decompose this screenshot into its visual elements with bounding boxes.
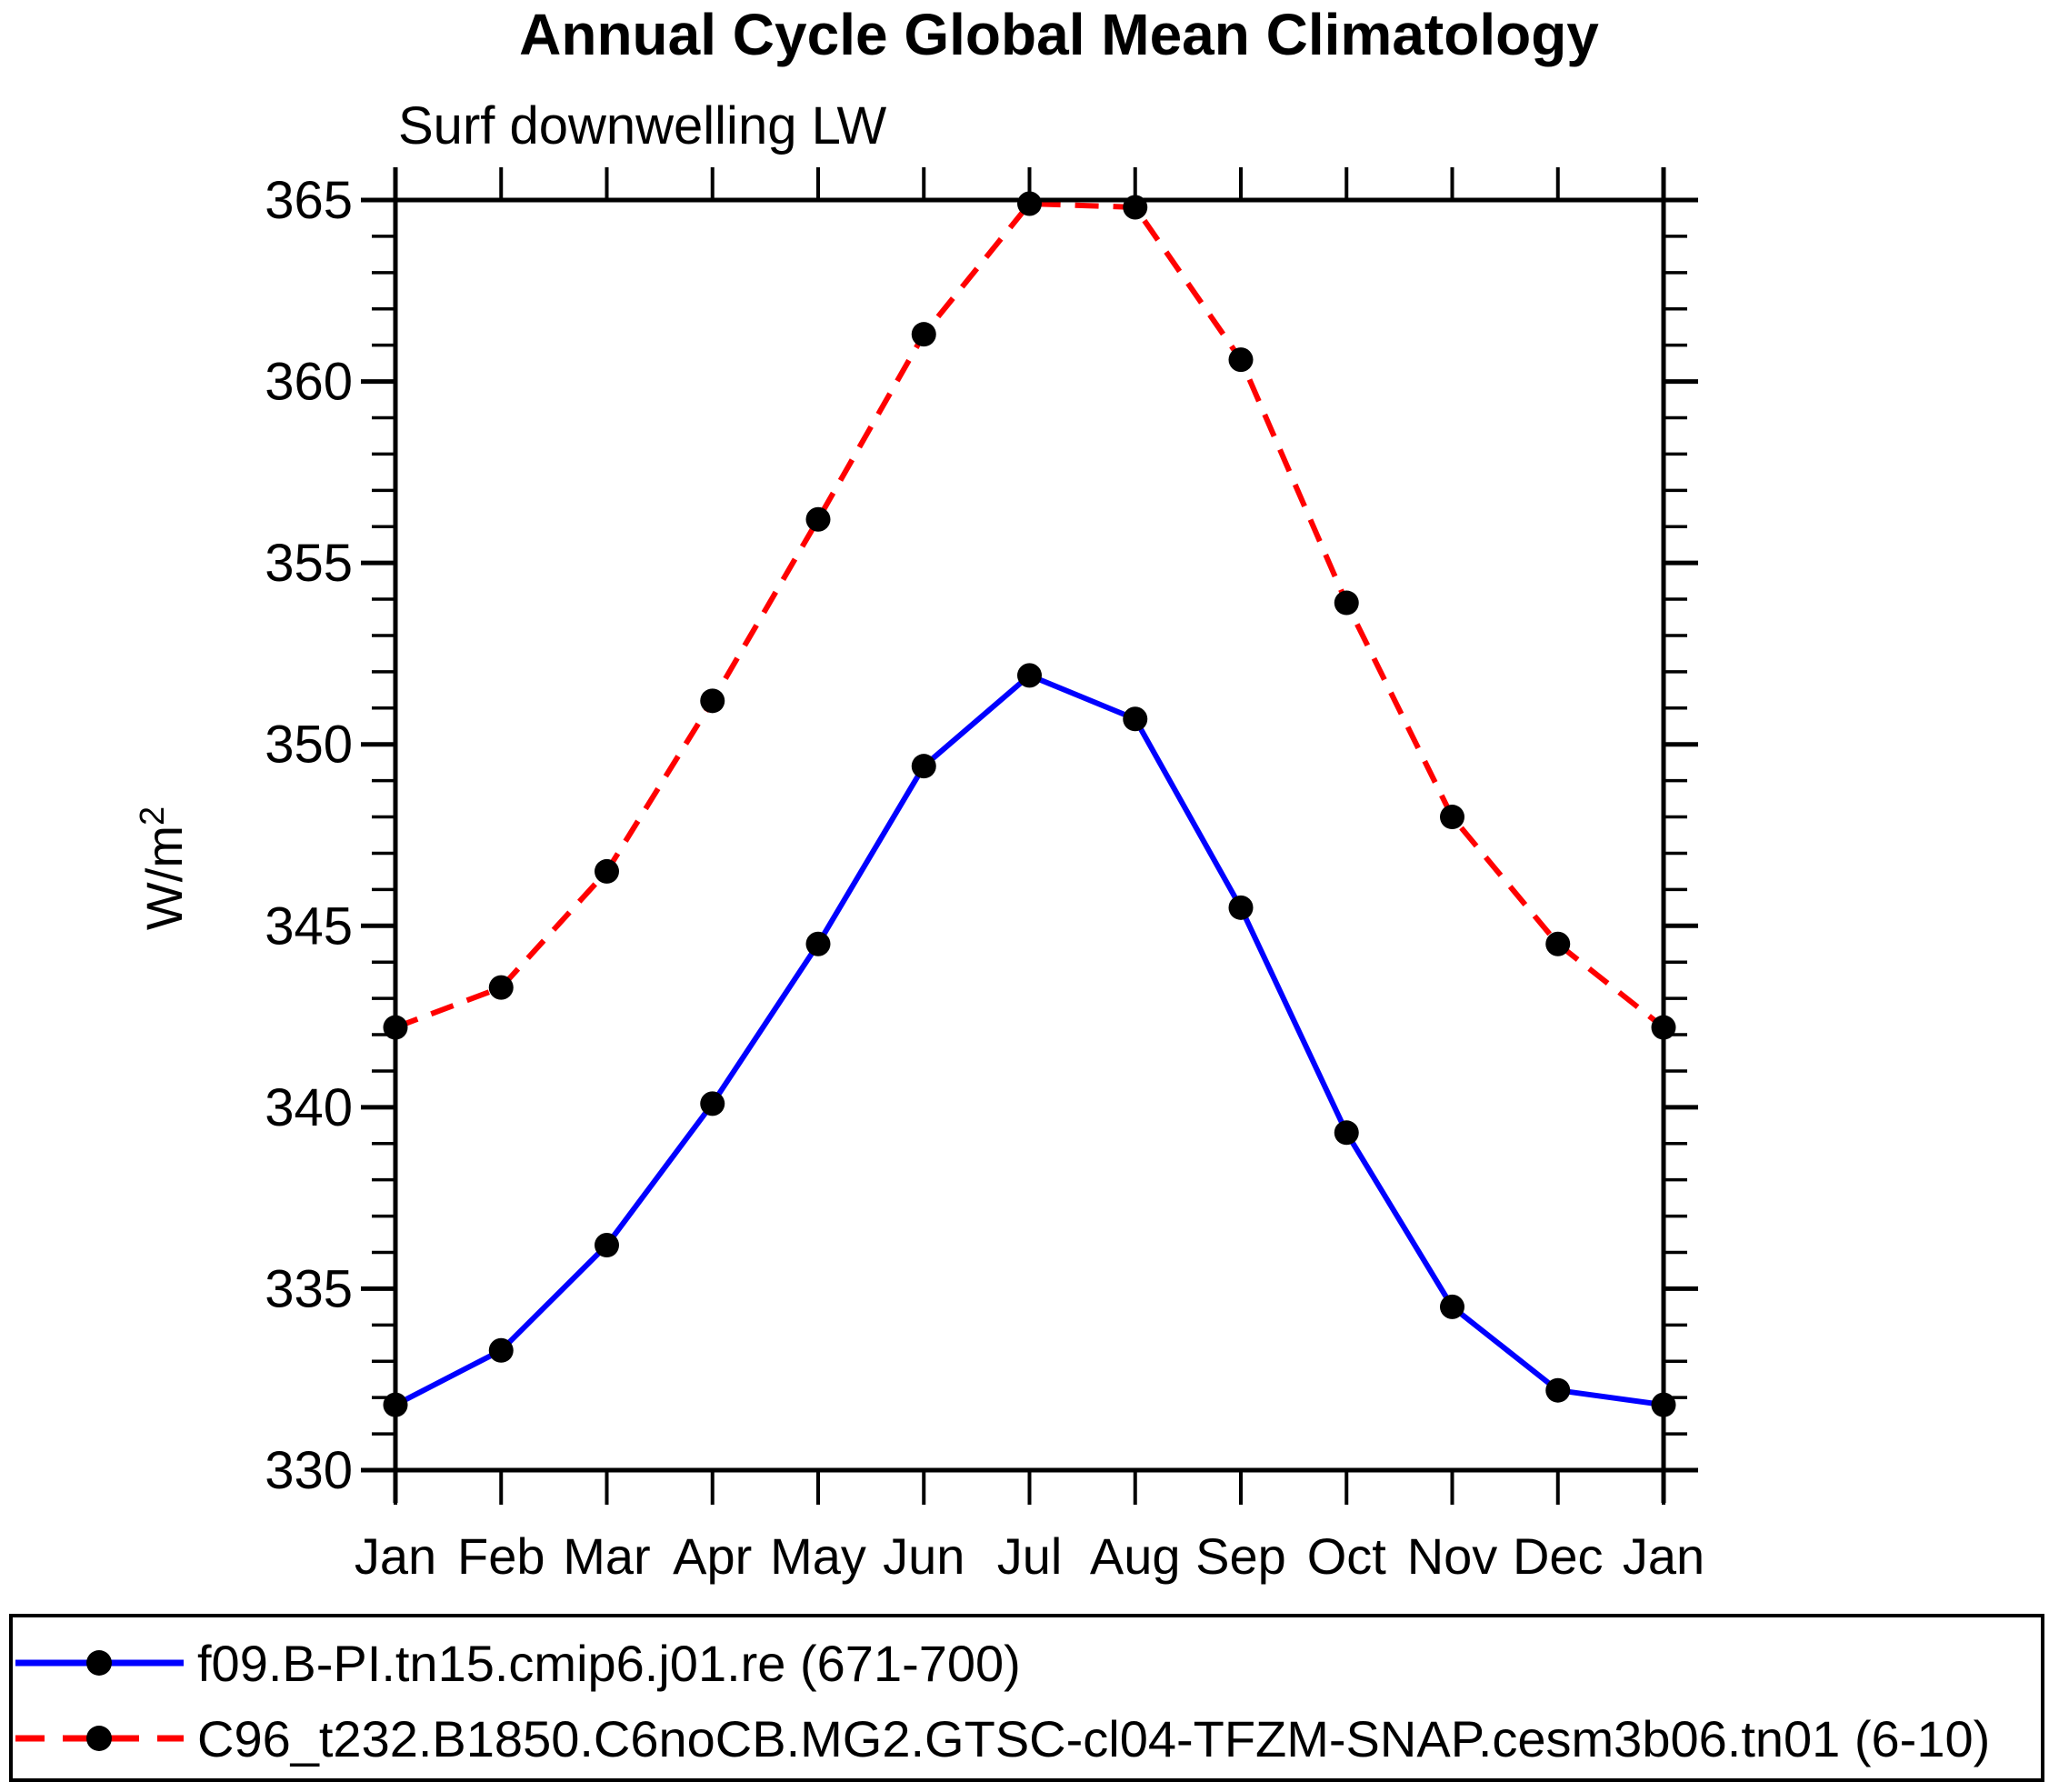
x-tick-label: Jan — [355, 1527, 436, 1585]
y-tick-label: 340 — [265, 1078, 353, 1137]
y-tick-label: 365 — [265, 171, 353, 230]
y-tick-label: 360 — [265, 353, 353, 412]
y-axis-title-base: W/m — [135, 826, 193, 930]
axes-layer: 330 335 340 345 350 355 360 365 Jan Feb Mar Apr May J… — [265, 167, 1704, 1585]
chart-title: Annual Cycle Global Mean Climatology — [519, 2, 1599, 67]
y-tick-label: 330 — [265, 1441, 353, 1500]
data-point-marker — [1545, 931, 1571, 956]
legend-box — [9, 1614, 2044, 1782]
y-axis-title-exponent: 2 — [134, 806, 172, 826]
data-point-marker — [1228, 347, 1254, 373]
x-tick-label: Feb — [457, 1527, 545, 1585]
legend-marker-circle — [86, 1650, 112, 1676]
series-line-0 — [394, 672, 1664, 1408]
y-tick-label: 350 — [265, 716, 353, 775]
x-tick-label: Aug — [1090, 1527, 1181, 1585]
legend-item: C96_t232.B1850.C6noCB.MG2.GTSC-cl04-TFZM… — [15, 1710, 1990, 1767]
data-point-marker — [1228, 895, 1254, 920]
x-tick-label: Jun — [883, 1527, 965, 1585]
series-line-1 — [394, 200, 1665, 1030]
data-point-marker — [805, 931, 831, 956]
x-tick-label: Apr — [673, 1527, 752, 1585]
legend-marker-circle — [86, 1726, 112, 1751]
data-point-marker — [595, 1233, 619, 1258]
x-tick-label: Oct — [1307, 1527, 1387, 1585]
y-tick-label: 345 — [265, 896, 353, 956]
data-point-marker — [595, 858, 619, 884]
data-point-marker — [1334, 1120, 1359, 1146]
data-point-marker — [805, 506, 831, 532]
data-point-marker — [488, 975, 514, 1000]
data-point-marker — [700, 1091, 725, 1116]
y-tick-label: 355 — [265, 534, 353, 593]
legend-item: f09.B-PI.tn15.cmip6.j01.re (671-700) — [15, 1635, 1021, 1692]
x-tick-label: May — [770, 1527, 866, 1585]
data-point-marker — [1545, 1377, 1571, 1403]
data-point-marker — [700, 688, 725, 714]
x-tick-label: Jan — [1623, 1527, 1704, 1585]
legend-item-label: C96_t232.B1850.C6noCB.MG2.GTSC-cl04-TFZM… — [197, 1710, 1990, 1767]
data-point-marker — [1334, 590, 1359, 616]
data-point-marker — [1017, 663, 1042, 688]
x-tick-label: Dec — [1513, 1527, 1604, 1585]
chart-subtitle: Surf downwelling LW — [398, 96, 887, 155]
data-point-marker — [1123, 706, 1148, 732]
data-point-marker — [911, 322, 936, 347]
x-tick-label: Nov — [1407, 1527, 1498, 1585]
x-tick-label: Jul — [997, 1527, 1063, 1585]
data-point-marker — [1017, 191, 1042, 216]
data-point-marker — [1440, 1294, 1464, 1319]
data-point-marker — [488, 1337, 514, 1363]
legend: f09.B-PI.tn15.cmip6.j01.re (671-700) C96… — [9, 1614, 2044, 1782]
y-tick-label: 335 — [265, 1259, 353, 1318]
legend-item-label: f09.B-PI.tn15.cmip6.j01.re (671-700) — [197, 1635, 1021, 1692]
x-tick-label: Sep — [1195, 1527, 1286, 1585]
series-layer — [383, 191, 1676, 1417]
data-point-marker — [911, 754, 936, 779]
y-axis-title: W/m2 — [134, 806, 193, 930]
data-point-marker — [1440, 805, 1464, 830]
x-tick-label: Mar — [563, 1527, 650, 1585]
